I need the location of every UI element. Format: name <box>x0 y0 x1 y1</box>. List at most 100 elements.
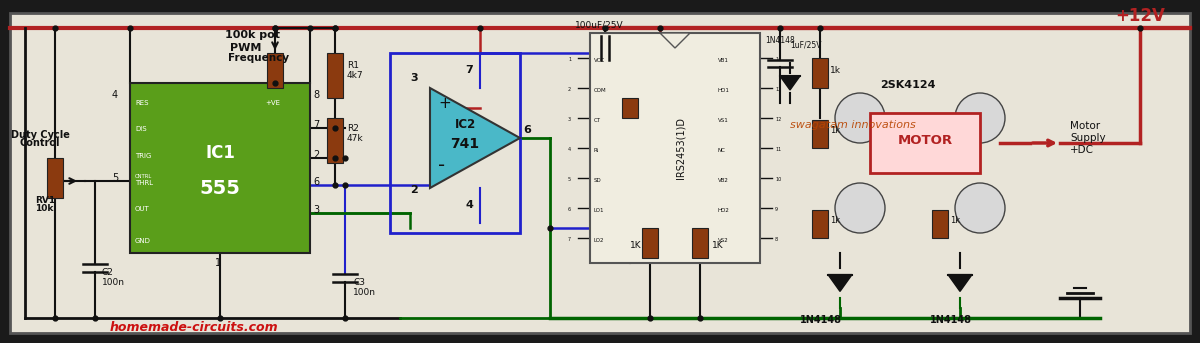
Text: homemade-circuits.com: homemade-circuits.com <box>110 321 278 334</box>
Text: Motor
Supply
+DC: Motor Supply +DC <box>1070 121 1105 155</box>
Text: 3: 3 <box>313 205 319 215</box>
Text: 1uF/25V: 1uF/25V <box>790 41 822 50</box>
Polygon shape <box>660 33 690 48</box>
Text: 6: 6 <box>523 125 530 135</box>
Text: 13: 13 <box>775 87 781 92</box>
Text: 6: 6 <box>568 207 571 212</box>
Text: 8: 8 <box>313 90 319 100</box>
Text: 12: 12 <box>775 117 781 122</box>
Text: Ri: Ri <box>594 147 599 153</box>
Text: THRL: THRL <box>134 180 154 186</box>
Bar <box>326 118 343 163</box>
Text: RES: RES <box>134 100 149 106</box>
Bar <box>812 58 828 88</box>
Text: HO2: HO2 <box>718 208 730 213</box>
Text: VB2: VB2 <box>718 177 728 182</box>
Text: Control: Control <box>19 138 60 148</box>
Bar <box>326 53 343 98</box>
Bar <box>932 210 948 238</box>
Text: 6: 6 <box>313 177 319 187</box>
Text: OUT: OUT <box>134 206 150 212</box>
Text: VS2: VS2 <box>718 237 728 243</box>
Text: 1N4148: 1N4148 <box>800 315 842 325</box>
Text: 1k: 1k <box>950 216 960 225</box>
Text: Duty Cycle: Duty Cycle <box>11 130 70 140</box>
Bar <box>590 33 760 263</box>
Text: LO1: LO1 <box>594 208 605 213</box>
Text: 47k: 47k <box>347 134 364 143</box>
Text: 1N4148: 1N4148 <box>766 36 794 45</box>
Text: R2: R2 <box>347 124 359 133</box>
Text: TRIG: TRIG <box>134 153 151 159</box>
Text: +12V: +12V <box>1115 7 1165 25</box>
Bar <box>47 158 64 198</box>
Bar <box>812 210 828 238</box>
Text: CT: CT <box>594 118 601 122</box>
Text: -: - <box>438 156 445 175</box>
Bar <box>266 53 283 88</box>
Text: R1: R1 <box>347 61 359 70</box>
Bar <box>812 120 828 148</box>
Text: 7: 7 <box>466 65 473 75</box>
Circle shape <box>955 183 1006 233</box>
Bar <box>622 98 638 118</box>
Text: COM: COM <box>594 87 607 93</box>
Text: 100k pot: 100k pot <box>226 30 280 40</box>
Text: 1k: 1k <box>830 216 840 225</box>
Text: 4: 4 <box>568 147 571 152</box>
Polygon shape <box>828 275 852 292</box>
Bar <box>130 83 310 253</box>
Text: 11: 11 <box>775 147 781 152</box>
Text: 2: 2 <box>568 87 571 92</box>
Text: 3: 3 <box>568 117 571 122</box>
Text: VS1: VS1 <box>718 118 728 122</box>
Text: IC2: IC2 <box>455 118 475 131</box>
Text: 2: 2 <box>313 150 319 160</box>
Text: 14: 14 <box>775 57 781 62</box>
Text: 100uF/25V: 100uF/25V <box>575 21 624 30</box>
Text: NC: NC <box>718 147 726 153</box>
Text: 10: 10 <box>775 177 781 182</box>
Text: 555: 555 <box>199 178 240 198</box>
Polygon shape <box>780 76 800 90</box>
Circle shape <box>835 183 886 233</box>
Text: 1N4148: 1N4148 <box>930 315 972 325</box>
Text: +VE: +VE <box>265 100 280 106</box>
Text: +: + <box>438 96 451 111</box>
Text: CNTRL: CNTRL <box>134 174 152 179</box>
Text: 1K: 1K <box>630 241 642 250</box>
Bar <box>642 228 658 258</box>
Text: 1: 1 <box>215 258 221 268</box>
Text: MOTOR: MOTOR <box>898 134 953 147</box>
Bar <box>870 113 980 173</box>
Text: 741: 741 <box>450 137 480 151</box>
Bar <box>390 53 520 233</box>
Text: RV1: RV1 <box>35 196 55 205</box>
Text: 1K: 1K <box>712 241 724 250</box>
Bar <box>692 228 708 258</box>
Text: 4k7: 4k7 <box>347 71 364 80</box>
Text: IC1: IC1 <box>205 144 235 162</box>
Text: 2: 2 <box>410 185 418 195</box>
Text: SD: SD <box>594 177 601 182</box>
Text: 7: 7 <box>313 120 319 130</box>
Text: 1k: 1k <box>830 66 841 75</box>
Text: 5: 5 <box>568 177 571 182</box>
Text: VCC: VCC <box>594 58 605 62</box>
Polygon shape <box>430 88 520 188</box>
Text: LO2: LO2 <box>594 237 605 243</box>
Text: swagatam innovations: swagatam innovations <box>790 120 916 130</box>
Text: 1: 1 <box>568 57 571 62</box>
Text: 9: 9 <box>775 207 778 212</box>
Text: 2SK4124: 2SK4124 <box>880 80 936 90</box>
Text: Frequency: Frequency <box>228 53 289 63</box>
Circle shape <box>955 93 1006 143</box>
Text: 5: 5 <box>112 173 119 183</box>
Polygon shape <box>948 275 972 292</box>
Text: VB1: VB1 <box>718 58 728 62</box>
Text: IRS2453(1)D: IRS2453(1)D <box>674 117 685 179</box>
Text: C2
100n: C2 100n <box>102 268 125 287</box>
Text: DIS: DIS <box>134 126 146 132</box>
Text: C3
100n: C3 100n <box>353 277 376 297</box>
Text: 3: 3 <box>410 73 418 83</box>
